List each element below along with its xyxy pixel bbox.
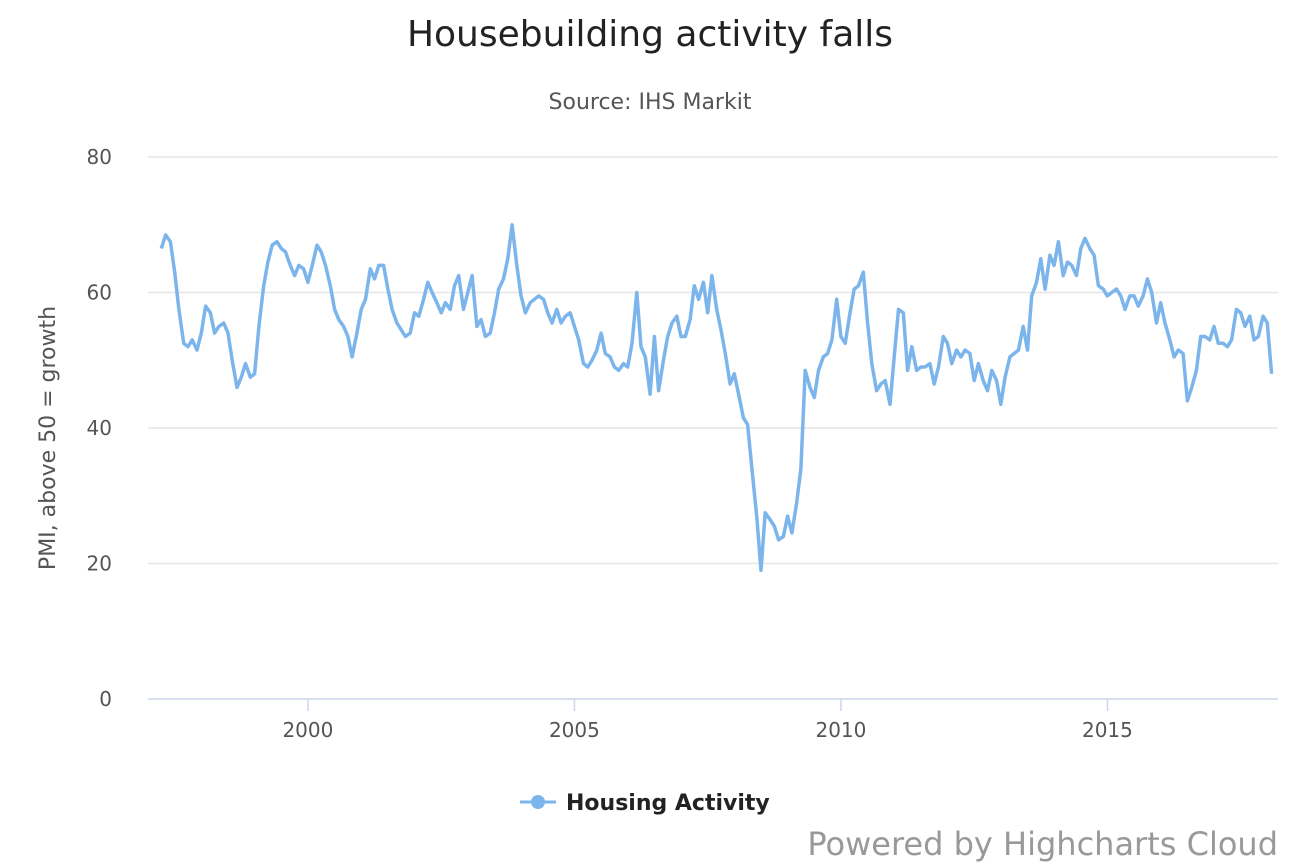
chart-title: Housebuilding activity falls: [406, 14, 894, 55]
series-group[interactable]: [159, 223, 1274, 573]
y-tick-label: 60: [87, 281, 112, 305]
legend[interactable]: Housing Activity: [520, 791, 770, 816]
series-line-housing-activity[interactable]: [159, 223, 1274, 573]
x-tick-label: 2000: [282, 718, 333, 742]
legend-marker-icon[interactable]: [531, 795, 545, 809]
x-axis-ticks: 2000 2005 2010 2015: [282, 699, 1133, 742]
x-tick-label: 2005: [549, 718, 600, 742]
y-tick-label: 80: [87, 145, 112, 169]
y-axis-ticks: 0 20 40 60 80: [87, 145, 112, 711]
grid-lines: [148, 156, 1278, 565]
credits-link[interactable]: Powered by Highcharts Cloud: [807, 825, 1278, 863]
y-tick-label: 0: [99, 687, 112, 711]
y-tick-label: 20: [87, 552, 112, 576]
x-tick-label: 2010: [815, 718, 866, 742]
chart-subtitle: Source: IHS Markit: [548, 90, 752, 115]
y-axis-title: PMI, above 50 = growth: [36, 306, 61, 570]
legend-label[interactable]: Housing Activity: [566, 791, 770, 816]
y-tick-label: 40: [87, 416, 112, 440]
x-tick-label: 2015: [1082, 718, 1133, 742]
